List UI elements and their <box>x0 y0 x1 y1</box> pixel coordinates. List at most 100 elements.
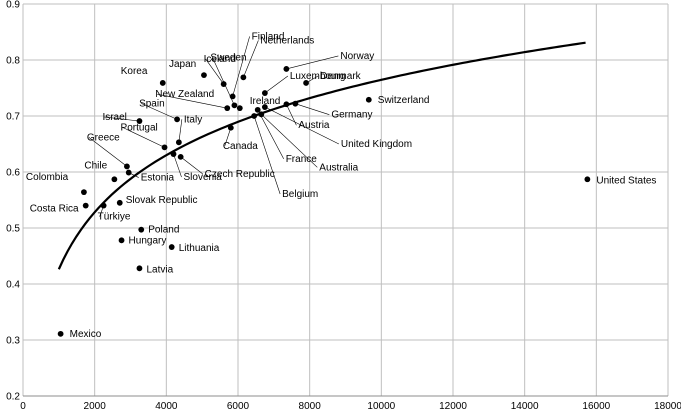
x-tick-label: 0 <box>20 401 26 412</box>
x-tick-label: 8000 <box>299 401 322 412</box>
data-point <box>224 105 231 112</box>
y-tick-label: 0.8 <box>6 56 20 67</box>
data-point <box>283 101 290 108</box>
point-label: Austria <box>298 120 330 131</box>
point-label: Costa Rica <box>30 204 79 215</box>
data-point <box>177 153 184 160</box>
data-point <box>170 151 177 157</box>
data-point <box>292 100 299 107</box>
data-point <box>220 81 227 87</box>
point-label: Spain <box>139 98 165 109</box>
point-label: Belgium <box>282 189 318 200</box>
point-label: Australia <box>319 162 358 173</box>
data-point <box>159 80 166 86</box>
point-label: Chile <box>84 160 107 171</box>
point-label: Greece <box>87 132 120 143</box>
point-label: Korea <box>121 66 148 77</box>
leader-line <box>286 104 297 126</box>
leader-line <box>243 40 259 78</box>
x-tick-label: 4000 <box>155 401 178 412</box>
leader-line <box>178 119 183 143</box>
data-point <box>254 106 261 113</box>
x-tick-label: 14000 <box>511 401 539 412</box>
point-label: Sweden <box>210 52 246 63</box>
leader-line <box>257 109 284 159</box>
leader-line <box>261 114 318 168</box>
point-label: Czech Republic <box>205 169 275 180</box>
data-point <box>303 80 309 86</box>
leader-line <box>205 58 224 85</box>
point-label: Estonia <box>141 173 175 184</box>
y-tick-label: 0.4 <box>6 280 20 291</box>
point-label: Colombia <box>26 172 69 183</box>
data-point <box>116 199 123 206</box>
x-tick-label: 6000 <box>227 401 250 412</box>
data-point <box>125 169 132 176</box>
leader-line <box>253 115 281 195</box>
trendline <box>57 41 586 270</box>
point-label: Lithuania <box>179 243 220 254</box>
point-label: Norway <box>340 51 374 62</box>
leader-line <box>295 103 330 115</box>
data-point <box>81 189 87 196</box>
data-point <box>161 144 168 151</box>
leader-line <box>173 153 182 178</box>
data-point <box>261 104 268 110</box>
point-label: New Zealand <box>155 89 214 100</box>
point-label: United States <box>596 175 656 186</box>
leader-line <box>224 127 232 146</box>
point-label: Mexico <box>70 329 102 340</box>
y-tick-label: 0.9 <box>6 0 20 11</box>
data-point <box>258 111 265 118</box>
data-point <box>584 176 591 183</box>
leader-line <box>157 93 228 109</box>
data-point <box>251 113 258 119</box>
data-point <box>100 202 107 209</box>
point-label: Latvia <box>146 264 173 275</box>
data-point <box>229 93 236 100</box>
leader-line <box>104 116 140 122</box>
data-point <box>174 116 180 123</box>
point-label: Iceland <box>204 54 236 65</box>
data-point <box>240 74 247 81</box>
point-label: Netherlands <box>260 35 314 46</box>
point-label: Switzerland <box>378 95 430 106</box>
y-tick-label: 0.6 <box>6 168 20 179</box>
leader-line <box>264 75 289 94</box>
point-label: Türkiye <box>98 212 131 223</box>
leader-line <box>232 36 250 97</box>
point-label: Ireland <box>250 96 281 107</box>
y-tick-label: 0.5 <box>6 224 20 235</box>
data-point <box>283 66 290 72</box>
data-point <box>124 163 130 170</box>
x-tick-label: 2000 <box>84 401 107 412</box>
leader-line <box>180 156 203 175</box>
data-point <box>201 72 207 79</box>
data-point <box>111 176 118 183</box>
data-point <box>136 265 143 272</box>
point-label: France <box>286 154 318 165</box>
point-label: Japan <box>169 59 196 70</box>
point-label: Luxembourg <box>290 71 346 82</box>
data-point <box>168 244 175 250</box>
point-label: Denmark <box>320 71 362 82</box>
leader-line <box>122 127 165 148</box>
point-label: Hungary <box>129 235 167 246</box>
point-label: Slovak Republic <box>126 195 198 206</box>
data-point <box>57 330 64 337</box>
data-point <box>118 237 125 244</box>
point-label: Portugal <box>121 122 158 133</box>
point-label: Poland <box>148 225 179 236</box>
leader-line <box>286 55 339 70</box>
point-label: Italy <box>184 114 202 125</box>
data-point <box>175 139 182 146</box>
leader-line <box>140 103 178 120</box>
x-tick-label: 12000 <box>439 401 467 412</box>
plot-area <box>23 4 668 396</box>
data-point <box>365 96 372 103</box>
point-label: United Kingdom <box>341 139 412 150</box>
x-tick-label: 16000 <box>582 401 610 412</box>
point-label: Slovenia <box>184 172 223 183</box>
